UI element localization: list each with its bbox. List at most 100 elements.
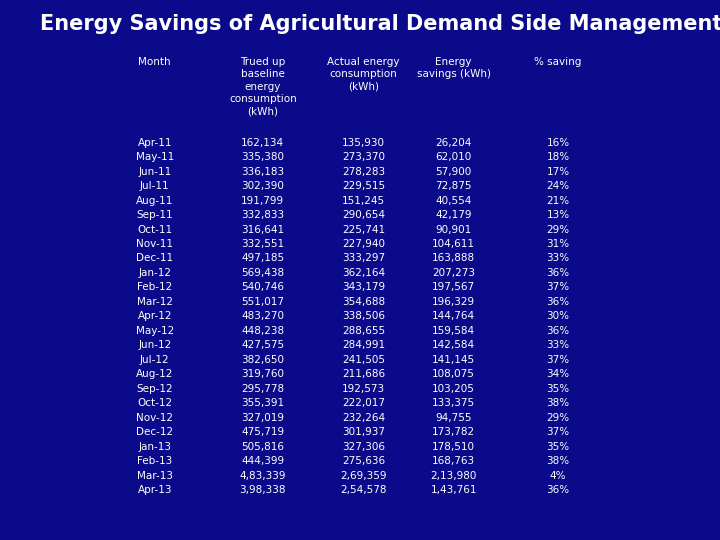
- Text: 36%: 36%: [546, 485, 570, 495]
- Text: 135,930: 135,930: [342, 138, 385, 148]
- Text: 108,075: 108,075: [432, 369, 475, 379]
- Text: 144,764: 144,764: [432, 312, 475, 321]
- Text: 295,778: 295,778: [241, 384, 284, 394]
- Text: 497,185: 497,185: [241, 253, 284, 264]
- Text: Jul-12: Jul-12: [140, 355, 170, 365]
- Text: 90,901: 90,901: [436, 225, 472, 234]
- Text: Jan-13: Jan-13: [138, 442, 171, 451]
- Text: 211,686: 211,686: [342, 369, 385, 379]
- Text: 278,283: 278,283: [342, 167, 385, 177]
- Text: 142,584: 142,584: [432, 340, 475, 350]
- Text: Apr-12: Apr-12: [138, 312, 172, 321]
- Text: Mar-13: Mar-13: [137, 470, 173, 481]
- Text: 355,391: 355,391: [241, 398, 284, 408]
- Text: Trued up
baseline
energy
consumption
(kWh): Trued up baseline energy consumption (kW…: [229, 57, 297, 116]
- Text: 241,505: 241,505: [342, 355, 385, 365]
- Text: 38%: 38%: [546, 456, 570, 466]
- Text: 33%: 33%: [546, 340, 570, 350]
- Text: 18%: 18%: [546, 152, 570, 162]
- Text: 26,204: 26,204: [436, 138, 472, 148]
- Text: 569,438: 569,438: [241, 268, 284, 278]
- Text: 362,164: 362,164: [342, 268, 385, 278]
- Text: Energy
savings (kWh): Energy savings (kWh): [417, 57, 490, 79]
- Text: Energy Savings of Agricultural Demand Side Management: Energy Savings of Agricultural Demand Si…: [40, 14, 720, 33]
- Text: 232,264: 232,264: [342, 413, 385, 423]
- Text: 448,238: 448,238: [241, 326, 284, 336]
- Text: 16%: 16%: [546, 138, 570, 148]
- Text: 290,654: 290,654: [342, 210, 385, 220]
- Text: Jun-12: Jun-12: [138, 340, 171, 350]
- Text: 40,554: 40,554: [436, 195, 472, 206]
- Text: 94,755: 94,755: [436, 413, 472, 423]
- Text: 36%: 36%: [546, 268, 570, 278]
- Text: 343,179: 343,179: [342, 282, 385, 293]
- Text: Nov-11: Nov-11: [136, 239, 174, 249]
- Text: 427,575: 427,575: [241, 340, 284, 350]
- Text: Oct-12: Oct-12: [138, 398, 172, 408]
- Text: 336,183: 336,183: [241, 167, 284, 177]
- Text: 335,380: 335,380: [241, 152, 284, 162]
- Text: 72,875: 72,875: [436, 181, 472, 191]
- Text: 2,54,578: 2,54,578: [341, 485, 387, 495]
- Text: 3,98,338: 3,98,338: [240, 485, 286, 495]
- Text: Aug-12: Aug-12: [136, 369, 174, 379]
- Text: 36%: 36%: [546, 297, 570, 307]
- Text: 17%: 17%: [546, 167, 570, 177]
- Text: Sep-11: Sep-11: [137, 210, 173, 220]
- Text: Jun-11: Jun-11: [138, 167, 171, 177]
- Text: Sep-12: Sep-12: [137, 384, 173, 394]
- Text: 141,145: 141,145: [432, 355, 475, 365]
- Text: 29%: 29%: [546, 413, 570, 423]
- Text: Feb-13: Feb-13: [138, 456, 172, 466]
- Text: Apr-11: Apr-11: [138, 138, 172, 148]
- Text: 1,43,761: 1,43,761: [431, 485, 477, 495]
- Text: Oct-11: Oct-11: [138, 225, 172, 234]
- Text: 163,888: 163,888: [432, 253, 475, 264]
- Text: 327,306: 327,306: [342, 442, 385, 451]
- Text: 302,390: 302,390: [241, 181, 284, 191]
- Text: 483,270: 483,270: [241, 312, 284, 321]
- Text: 13%: 13%: [546, 210, 570, 220]
- Text: 173,782: 173,782: [432, 427, 475, 437]
- Text: Jul-11: Jul-11: [140, 181, 170, 191]
- Text: Actual energy
consumption
(kWh): Actual energy consumption (kWh): [328, 57, 400, 91]
- Text: 62,010: 62,010: [436, 152, 472, 162]
- Text: Feb-12: Feb-12: [138, 282, 172, 293]
- Text: May-12: May-12: [135, 326, 174, 336]
- Text: 2,13,980: 2,13,980: [431, 470, 477, 481]
- Text: 332,551: 332,551: [241, 239, 284, 249]
- Text: 178,510: 178,510: [432, 442, 475, 451]
- Text: 31%: 31%: [546, 239, 570, 249]
- Text: 273,370: 273,370: [342, 152, 385, 162]
- Text: 197,567: 197,567: [432, 282, 475, 293]
- Text: May-11: May-11: [135, 152, 174, 162]
- Text: 192,573: 192,573: [342, 384, 385, 394]
- Text: 338,506: 338,506: [342, 312, 385, 321]
- Text: 38%: 38%: [546, 398, 570, 408]
- Text: 37%: 37%: [546, 282, 570, 293]
- Text: 42,179: 42,179: [436, 210, 472, 220]
- Text: Dec-11: Dec-11: [136, 253, 174, 264]
- Text: 4%: 4%: [550, 470, 566, 481]
- Text: 34%: 34%: [546, 369, 570, 379]
- Text: 104,611: 104,611: [432, 239, 475, 249]
- Text: 505,816: 505,816: [241, 442, 284, 451]
- Text: 37%: 37%: [546, 355, 570, 365]
- Text: 2,69,359: 2,69,359: [341, 470, 387, 481]
- Text: 333,297: 333,297: [342, 253, 385, 264]
- Text: 37%: 37%: [546, 427, 570, 437]
- Text: 29%: 29%: [546, 225, 570, 234]
- Text: 35%: 35%: [546, 442, 570, 451]
- Text: 159,584: 159,584: [432, 326, 475, 336]
- Text: 168,763: 168,763: [432, 456, 475, 466]
- Text: 316,641: 316,641: [241, 225, 284, 234]
- Text: 4,83,339: 4,83,339: [240, 470, 286, 481]
- Text: 475,719: 475,719: [241, 427, 284, 437]
- Text: 540,746: 540,746: [241, 282, 284, 293]
- Text: 327,019: 327,019: [241, 413, 284, 423]
- Text: 30%: 30%: [546, 312, 570, 321]
- Text: 222,017: 222,017: [342, 398, 385, 408]
- Text: Apr-13: Apr-13: [138, 485, 172, 495]
- Text: 162,134: 162,134: [241, 138, 284, 148]
- Text: Month: Month: [138, 57, 171, 67]
